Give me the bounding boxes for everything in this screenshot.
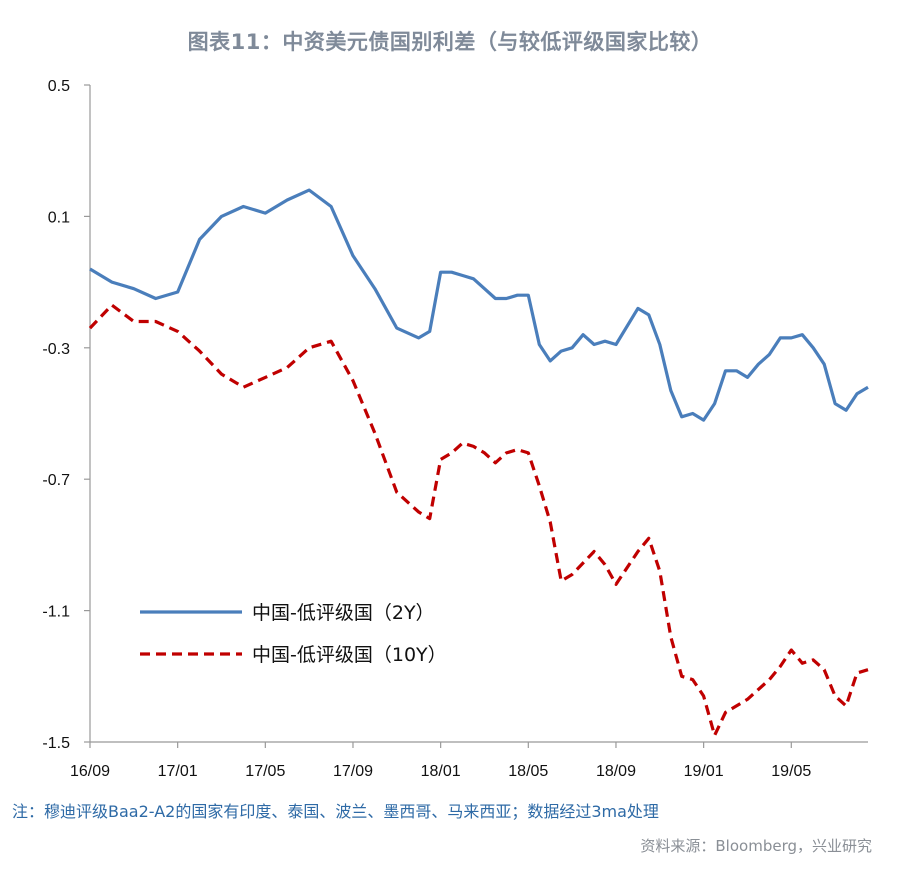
x-ticks: 16/09 17/01 17/05 17/09 18/01 18/05 18/09 19/01… <box>70 742 811 780</box>
legend: 中国-低评级国（2Y） 中国-低评级国（10Y） <box>140 602 447 666</box>
source-note: 资料来源：Bloomberg，兴业研究 <box>640 837 872 855</box>
x-tick-label: 18/01 <box>421 763 461 780</box>
x-tick-label: 17/05 <box>245 763 285 780</box>
y-tick-label: -1.1 <box>42 604 70 621</box>
y-ticks: 0.5 0.1 -0.3 -0.7 -1.1 -1.5 <box>42 78 90 752</box>
legend-label: 中国-低评级国（2Y） <box>252 602 435 624</box>
y-tick-label: -1.5 <box>42 735 70 752</box>
x-tick-label: 19/01 <box>684 763 724 780</box>
y-tick-label: -0.7 <box>42 472 70 489</box>
x-tick-label: 19/05 <box>771 763 811 780</box>
x-tick-label: 16/09 <box>70 763 110 780</box>
x-tick-label: 18/09 <box>596 763 636 780</box>
y-tick-label: -0.3 <box>42 341 70 358</box>
x-tick-label: 17/01 <box>158 763 198 780</box>
series-line-2y <box>89 188 869 422</box>
line-chart: 0.5 0.1 -0.3 -0.7 -1.1 -1.5 16/09 17/01 17/05 17… <box>42 78 869 780</box>
chart-title: 图表11：中资美元债国别利差（与较低评级国家比较） <box>187 30 713 54</box>
legend-label: 中国-低评级国（10Y） <box>252 644 447 666</box>
y-tick-label: 0.5 <box>48 78 70 95</box>
y-tick-label: 0.1 <box>48 209 70 226</box>
series-line-10y <box>88 303 869 737</box>
x-tick-label: 17/09 <box>333 763 373 780</box>
x-tick-label: 18/05 <box>508 763 548 780</box>
series-group <box>88 188 869 737</box>
footnote: 注：穆迪评级Baa2-A2的国家有印度、泰国、波兰、墨西哥、马来西亚；数据经过3… <box>12 802 659 821</box>
